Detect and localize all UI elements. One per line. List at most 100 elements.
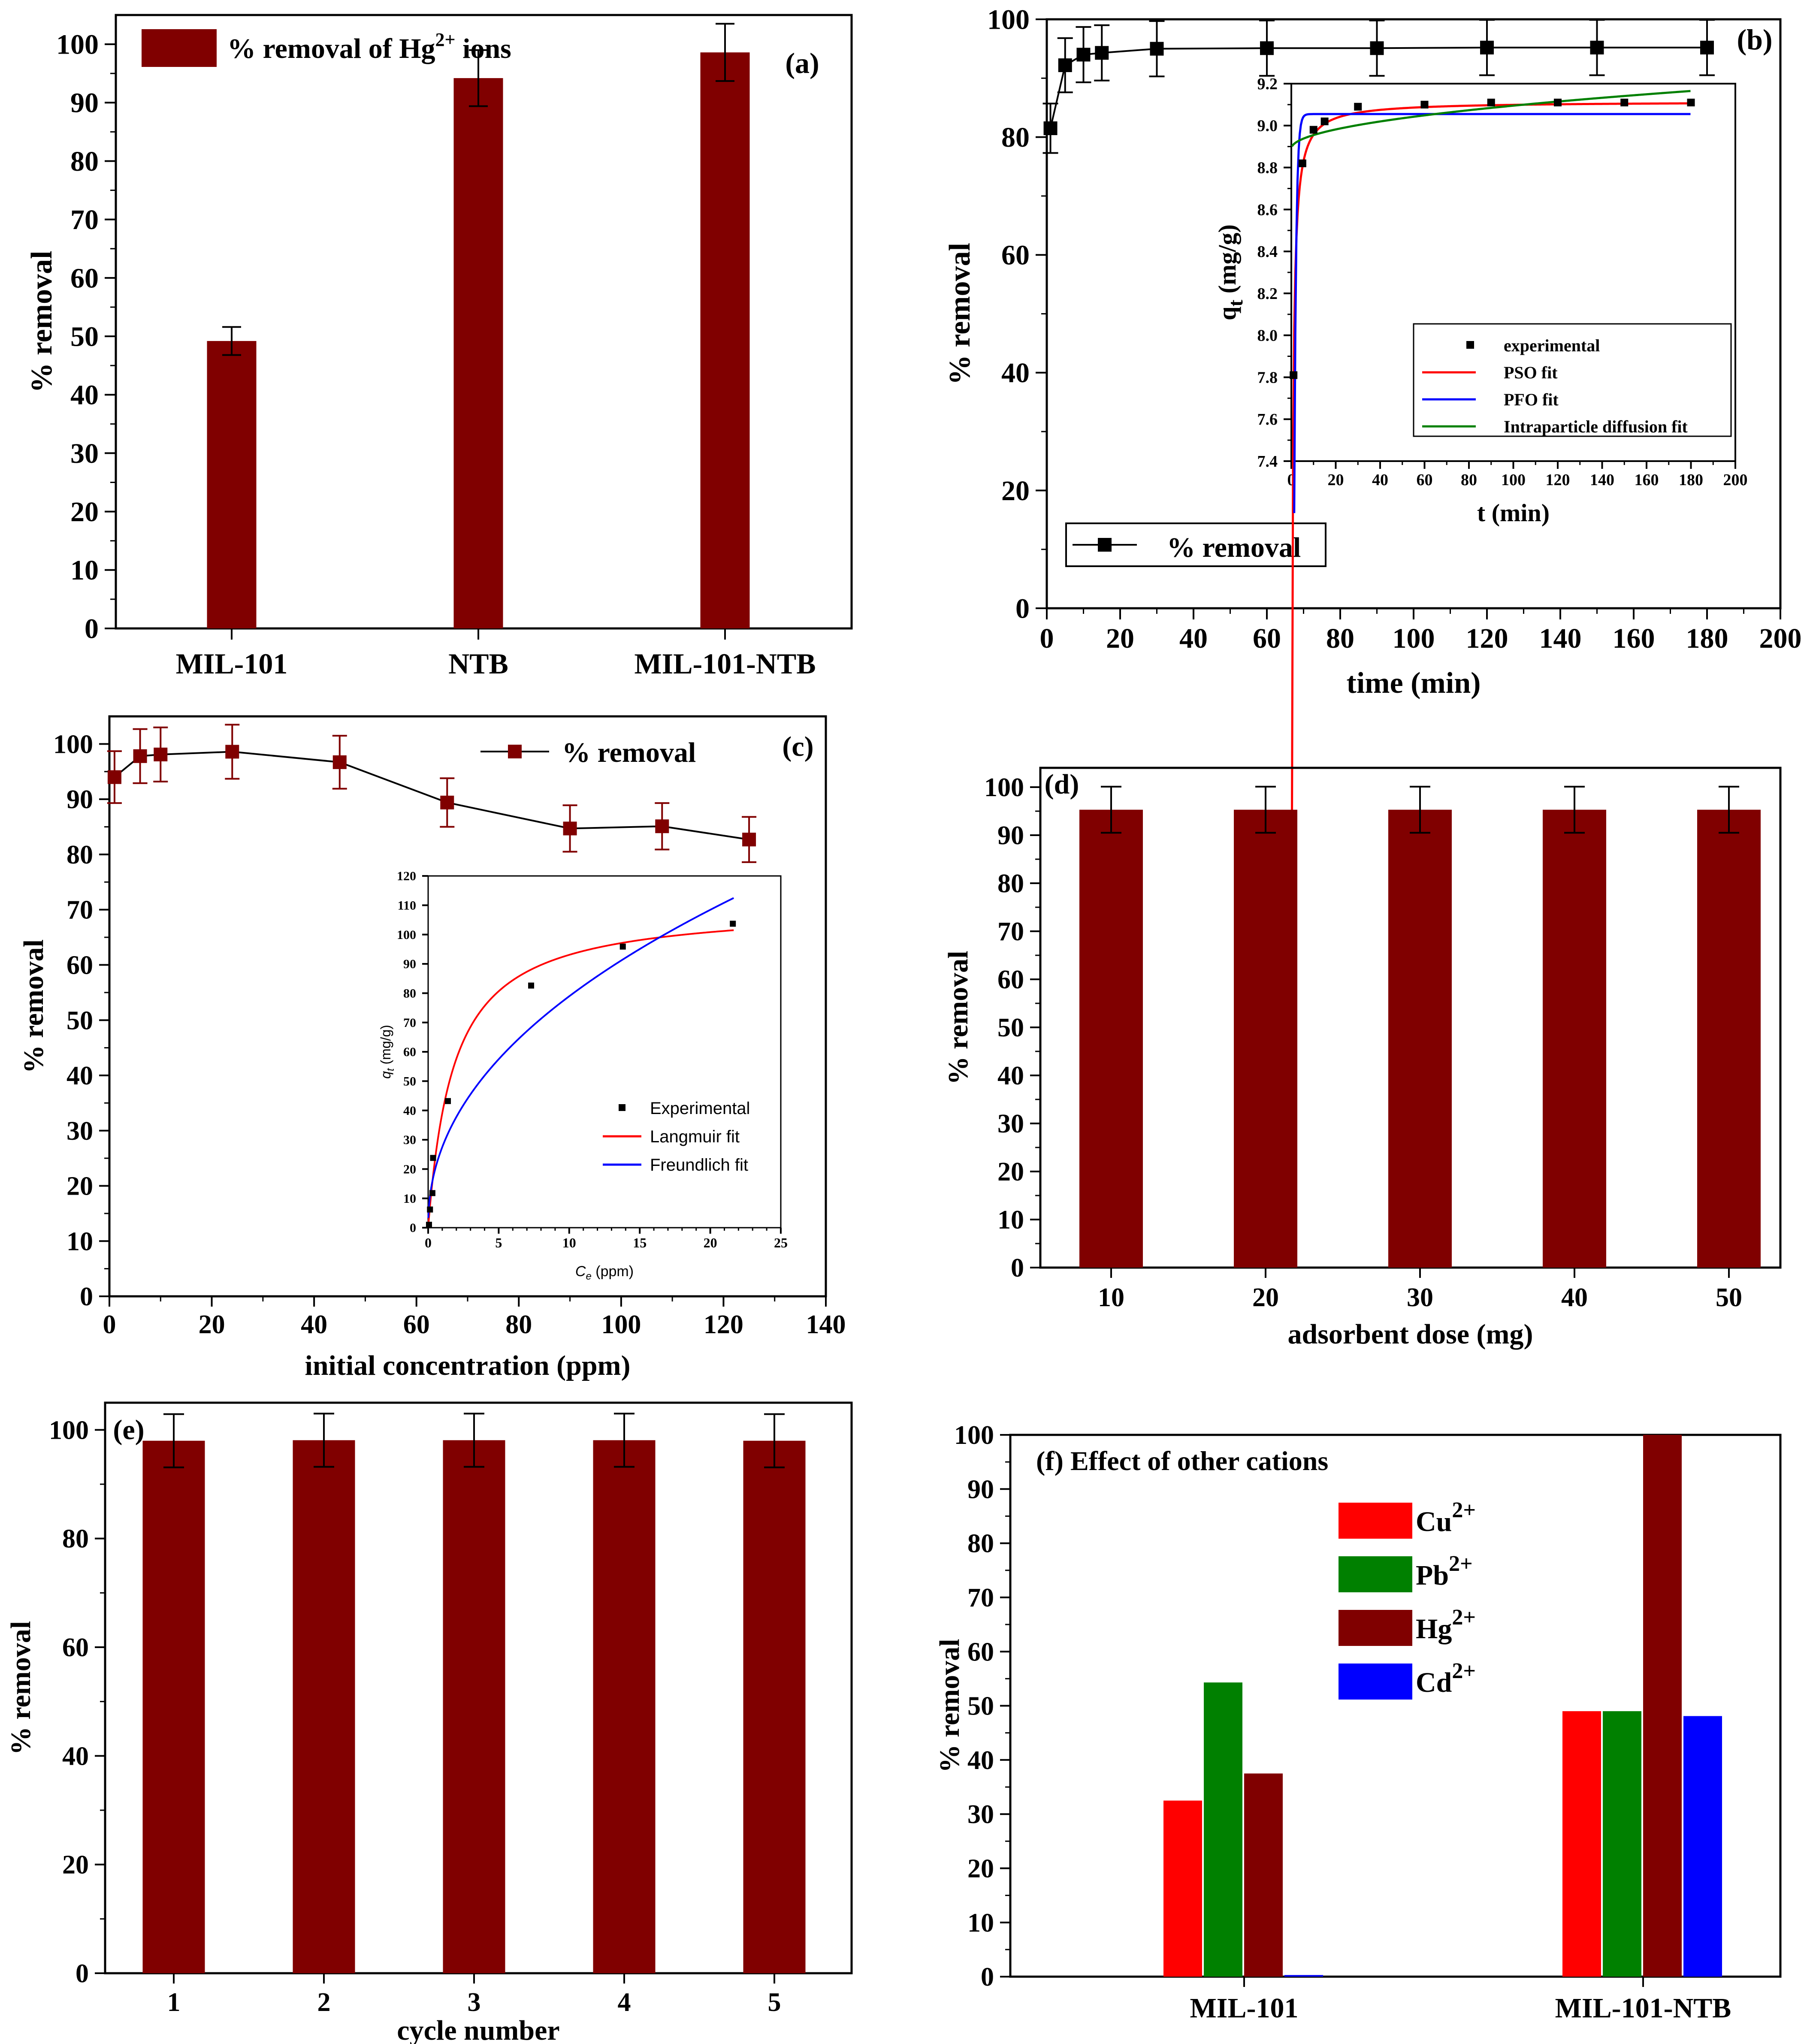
legend-marker	[1098, 538, 1112, 552]
y-tick-label: 60	[1001, 240, 1030, 271]
inset-data-point	[426, 1222, 432, 1228]
x-tick-label: 160	[1613, 623, 1655, 654]
label-part: 2+	[1452, 1498, 1476, 1522]
x-tick-label: 20	[1328, 471, 1344, 489]
legend-swatch	[1339, 1664, 1412, 1700]
inset-legend-label: experimental	[1504, 336, 1600, 355]
inset-legend-label: PSO fit	[1504, 363, 1558, 382]
x-tick-label: 15	[633, 1235, 647, 1250]
y-tick-label: 60	[403, 1045, 416, 1059]
y-tick-label: 80	[967, 1529, 994, 1558]
x-tick-label: 140	[1539, 623, 1582, 654]
label-part: e	[586, 1271, 591, 1282]
x-tick-label: 120	[1546, 471, 1570, 489]
y-tick-label: 80	[66, 840, 93, 870]
inset-legend-label: Freundlich fit	[650, 1156, 748, 1174]
y-tick-label: 10	[66, 1227, 93, 1256]
legend-label: Cd2+	[1416, 1659, 1476, 1698]
label-part: t	[385, 1068, 396, 1071]
y-tick-label: 80	[403, 987, 416, 1001]
y-tick-label: 70	[997, 917, 1024, 946]
y-tick-label: 40	[62, 1742, 89, 1771]
y-tick-label: 60	[62, 1633, 89, 1662]
y-tick-label: 30	[66, 1117, 93, 1146]
y-tick-label: 50	[997, 1013, 1024, 1042]
y-tick-label: 80	[997, 869, 1024, 898]
x-tick-label: 160	[1635, 471, 1659, 489]
data-point	[1043, 121, 1058, 136]
inset-data-point	[1354, 103, 1362, 111]
y-tick-label: 40	[70, 380, 99, 411]
label-part: q	[378, 1071, 393, 1079]
legend-label: % removal	[1167, 532, 1301, 563]
y-axis-label: % removal	[25, 251, 58, 392]
inset-frame	[427, 875, 782, 1229]
y-tick-label: 90	[967, 1475, 994, 1504]
inset-data-point	[1298, 159, 1306, 167]
bar	[207, 341, 257, 628]
label-part: (ppm)	[592, 1263, 634, 1280]
bar	[1697, 809, 1761, 1268]
data-point	[1058, 58, 1072, 72]
bar	[1234, 809, 1297, 1268]
bar	[1643, 1435, 1682, 1977]
x-tick-label: 40	[301, 1310, 327, 1339]
x-tick-label: 200	[1723, 471, 1748, 489]
bar	[1163, 1800, 1202, 1977]
panel-label: (b)	[1737, 23, 1772, 56]
inset-data-point	[528, 982, 535, 989]
bar	[700, 52, 750, 629]
inset-data-point	[1554, 99, 1562, 106]
inset-data-point	[430, 1155, 436, 1161]
panel-label: (a)	[785, 47, 819, 79]
y-tick-label: 30	[70, 438, 99, 469]
data-point	[1370, 41, 1384, 55]
x-tick-label: MIL-101-NTB	[1555, 1993, 1731, 2024]
data-point	[225, 745, 239, 759]
bar	[1204, 1682, 1242, 1977]
y-tick-label: 8.6	[1257, 201, 1278, 219]
inset-data-point	[1290, 371, 1298, 379]
y-tick-label: 90	[997, 821, 1024, 850]
x-tick-label: NTB	[448, 647, 508, 680]
inset-legend-marker	[619, 1104, 625, 1111]
label-part: q	[1213, 307, 1241, 320]
y-tick-label: 60	[66, 951, 93, 980]
y-tick-label: 10	[997, 1205, 1024, 1235]
y-tick-label: 90	[403, 957, 416, 971]
y-tick-label: 0	[1015, 593, 1030, 624]
x-tick-label: 40	[1372, 471, 1388, 489]
y-axis-label: % removal	[943, 951, 974, 1084]
inset-data-point	[1620, 99, 1629, 106]
inset-data-point	[1309, 126, 1317, 134]
x-tick-label: 0	[425, 1235, 432, 1250]
inset-y-axis-label: qt (mg/g)	[378, 1025, 396, 1079]
bar	[1079, 809, 1143, 1268]
panel-e: 0 20 40 60 80 100 1 2 3 4 5 % removal cycle number (e…	[5, 1401, 853, 2044]
legend-swatch	[1339, 1610, 1412, 1646]
legend-label: Cu2+	[1416, 1498, 1476, 1537]
x-tick-label: MIL-101	[1190, 1993, 1299, 2024]
x-tick-label: 180	[1679, 471, 1703, 489]
bar	[443, 1440, 505, 1973]
bar	[743, 1440, 806, 1973]
inset-legend-label: PFO fit	[1504, 390, 1559, 409]
y-tick-label: 120	[397, 869, 416, 883]
x-tick-label: 100	[601, 1310, 641, 1339]
x-tick-label: 60	[403, 1310, 430, 1339]
x-tick-label: 50	[1716, 1283, 1742, 1312]
data-point	[1076, 48, 1091, 62]
label-part: 2+	[1452, 1659, 1476, 1683]
y-tick-label: 90	[70, 88, 99, 119]
x-tick-label: 100	[1393, 623, 1435, 654]
y-tick-label: 8.4	[1257, 243, 1278, 261]
x-tick-label: 10	[1098, 1283, 1124, 1312]
legend-marker	[508, 745, 522, 758]
x-tick-label: 80	[1326, 623, 1354, 654]
legend-swatch	[1339, 1556, 1412, 1592]
x-tick-label: 4	[618, 1988, 631, 2017]
y-tick-label: 40	[997, 1061, 1024, 1090]
y-tick-label: 70	[403, 1016, 416, 1030]
bar	[1603, 1711, 1641, 1977]
